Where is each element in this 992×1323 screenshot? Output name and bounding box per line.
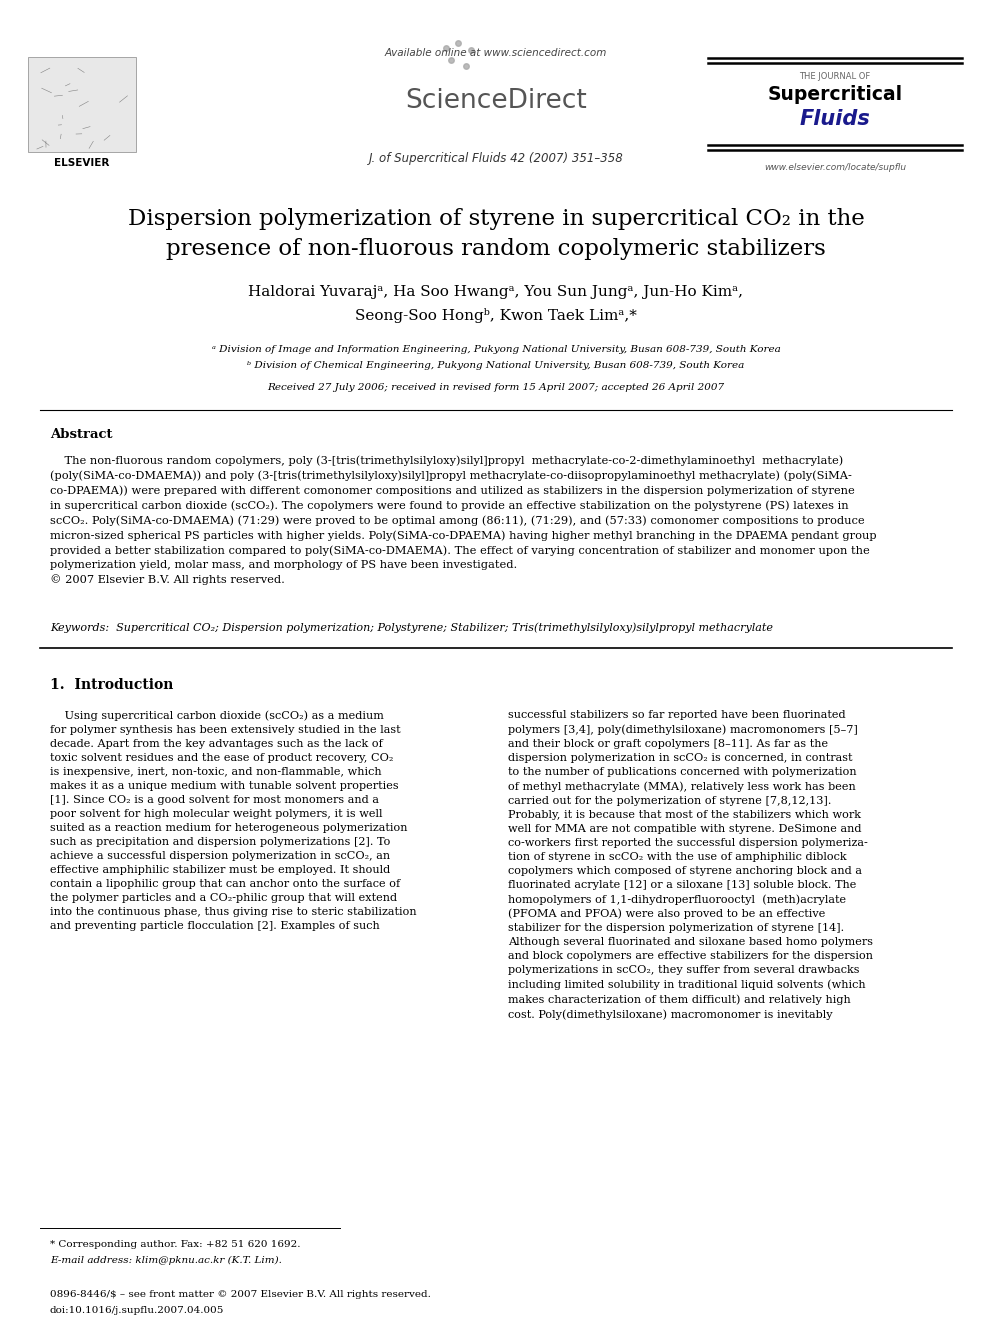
Text: Using supercritical carbon dioxide (scCO₂) as a medium
for polymer synthesis has: Using supercritical carbon dioxide (scCO…: [50, 710, 417, 930]
Text: E-mail address: klim@pknu.ac.kr (K.T. Lim).: E-mail address: klim@pknu.ac.kr (K.T. Li…: [50, 1256, 282, 1265]
Text: 0896-8446/$ – see front matter © 2007 Elsevier B.V. All rights reserved.: 0896-8446/$ – see front matter © 2007 El…: [50, 1290, 431, 1299]
FancyBboxPatch shape: [28, 57, 136, 152]
Text: Seong-Soo Hongᵇ, Kwon Taek Limᵃ,*: Seong-Soo Hongᵇ, Kwon Taek Limᵃ,*: [355, 308, 637, 323]
Text: Fluids: Fluids: [800, 108, 870, 130]
Text: ELSEVIER: ELSEVIER: [55, 157, 110, 168]
Text: ᵇ Division of Chemical Engineering, Pukyong National University, Busan 608-739, : ᵇ Division of Chemical Engineering, Puky…: [247, 361, 745, 370]
Text: www.elsevier.com/locate/supflu: www.elsevier.com/locate/supflu: [764, 163, 906, 172]
Text: 1.  Introduction: 1. Introduction: [50, 677, 174, 692]
Text: doi:10.1016/j.supflu.2007.04.005: doi:10.1016/j.supflu.2007.04.005: [50, 1306, 224, 1315]
Text: J. of Supercritical Fluids 42 (2007) 351–358: J. of Supercritical Fluids 42 (2007) 351…: [369, 152, 623, 165]
Text: Dispersion polymerization of styrene in supercritical CO₂ in the: Dispersion polymerization of styrene in …: [128, 208, 864, 230]
Text: Received 27 July 2006; received in revised form 15 April 2007; accepted 26 April: Received 27 July 2006; received in revis…: [268, 382, 724, 392]
Text: * Corresponding author. Fax: +82 51 620 1692.: * Corresponding author. Fax: +82 51 620 …: [50, 1240, 301, 1249]
Text: Abstract: Abstract: [50, 429, 112, 441]
Text: Haldorai Yuvarajᵃ, Ha Soo Hwangᵃ, You Sun Jungᵃ, Jun-Ho Kimᵃ,: Haldorai Yuvarajᵃ, Ha Soo Hwangᵃ, You Su…: [249, 284, 743, 299]
Text: ScienceDirect: ScienceDirect: [405, 89, 587, 114]
Text: Keywords:  Supercritical CO₂; Dispersion polymerization; Polystyrene; Stabilizer: Keywords: Supercritical CO₂; Dispersion …: [50, 622, 773, 632]
Text: THE JOURNAL OF: THE JOURNAL OF: [800, 71, 871, 81]
Text: The non-fluorous random copolymers, poly (3-[tris(trimethylsilyloxy)silyl]propyl: The non-fluorous random copolymers, poly…: [50, 455, 877, 585]
Text: ᵃ Division of Image and Information Engineering, Pukyong National University, Bu: ᵃ Division of Image and Information Engi…: [211, 345, 781, 355]
Text: Available online at www.sciencedirect.com: Available online at www.sciencedirect.co…: [385, 48, 607, 58]
Text: Supercritical: Supercritical: [768, 85, 903, 105]
Text: presence of non-fluorous random copolymeric stabilizers: presence of non-fluorous random copolyme…: [166, 238, 826, 261]
Text: successful stabilizers so far reported have been fluorinated
polymers [3,4], pol: successful stabilizers so far reported h…: [508, 710, 873, 1020]
